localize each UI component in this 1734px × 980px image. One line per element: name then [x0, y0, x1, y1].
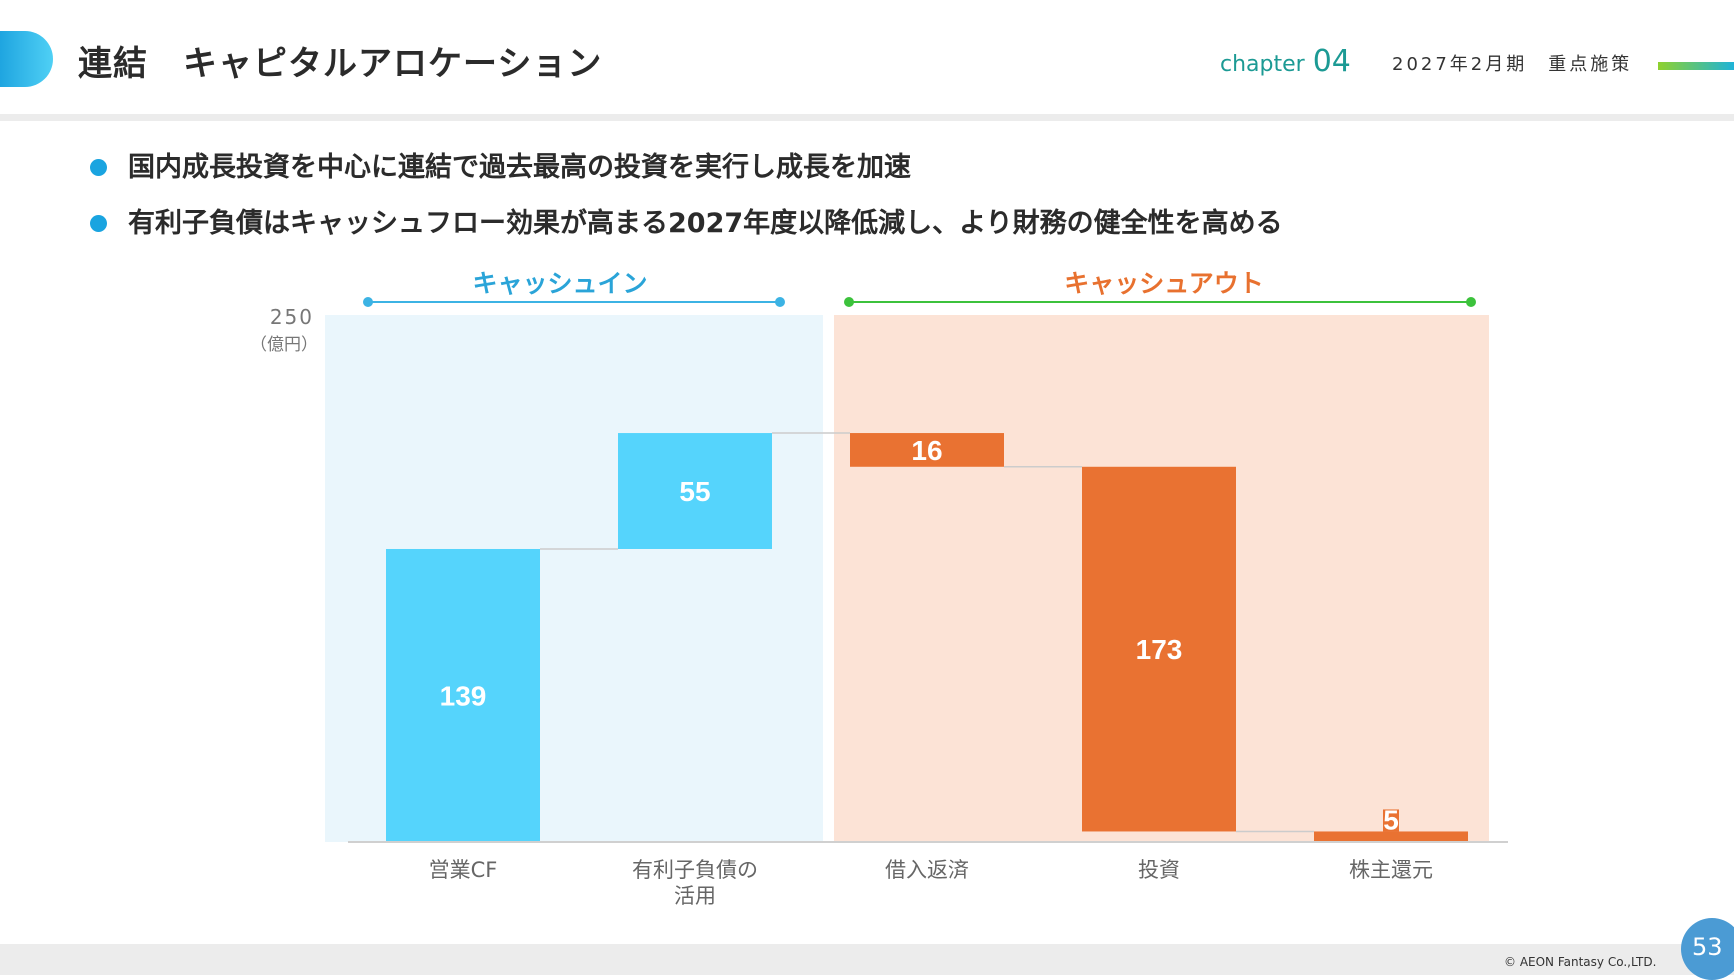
bar-value-label: 55 — [679, 476, 710, 507]
header-divider — [0, 114, 1734, 121]
x-tick-label: 投資 — [1138, 858, 1180, 882]
group-bracket-dot — [363, 297, 373, 307]
bullet-text: 有利子負債はキャッシュフロー効果が高まる2027年度以降低減し、より財務の健全性… — [128, 208, 1283, 239]
bullet-dot-icon — [90, 159, 107, 176]
bar-value-label: 139 — [440, 680, 487, 711]
period-label: 2027年2月期 重点施策 — [1392, 54, 1633, 75]
bar-value-label: 16 — [911, 435, 942, 466]
bar — [850, 433, 1004, 467]
x-tick-label: 営業CF — [429, 858, 498, 882]
chapter-label: chapter 04 — [1220, 44, 1351, 79]
bar — [386, 548, 540, 842]
page-number: 53 — [1681, 918, 1734, 980]
group-bracket-dot — [844, 297, 854, 307]
bar — [1082, 466, 1236, 832]
footer-bar — [0, 944, 1734, 975]
bar-value-label: 173 — [1136, 634, 1183, 665]
copyright: © AEON Fantasy Co.,LTD. — [1504, 955, 1657, 969]
bar-value-label: 5 — [1383, 804, 1399, 835]
bullet-dot-icon — [90, 215, 107, 232]
bullet-text: 国内成長投資を中心に連結で過去最高の投資を実行し成長を加速 — [128, 152, 911, 183]
bar — [1314, 831, 1468, 842]
bullet-item: 国内成長投資を中心に連結で過去最高の投資を実行し成長を加速 — [90, 148, 1283, 204]
header-gradient-line — [1658, 62, 1734, 70]
group-bracket-dot — [1466, 297, 1476, 307]
value-label-tag — [1383, 809, 1399, 832]
group-bracket-dot — [775, 297, 785, 307]
bar — [618, 433, 772, 549]
x-tick-label: 有利子負債の活用 — [632, 858, 758, 908]
group-label: キャッシュイン — [472, 269, 647, 298]
chapter-number: 04 — [1312, 44, 1351, 79]
x-tick-label: 株主還元 — [1349, 858, 1433, 882]
y-tick-label: 250 — [270, 305, 314, 329]
page-title: 連結 キャピタルアロケーション — [78, 44, 603, 84]
header-accent — [0, 31, 53, 87]
bullet-item: 有利子負債はキャッシュフロー効果が高まる2027年度以降低減し、より財務の健全性… — [90, 204, 1283, 260]
x-tick-label: 借入返済 — [885, 858, 969, 882]
y-unit-label: （億円） — [250, 335, 318, 355]
chapter-word: chapter — [1220, 52, 1305, 77]
group-label: キャッシュアウト — [1064, 269, 1264, 298]
bullet-list: 国内成長投資を中心に連結で過去最高の投資を実行し成長を加速 有利子負債はキャッシ… — [90, 148, 1283, 260]
